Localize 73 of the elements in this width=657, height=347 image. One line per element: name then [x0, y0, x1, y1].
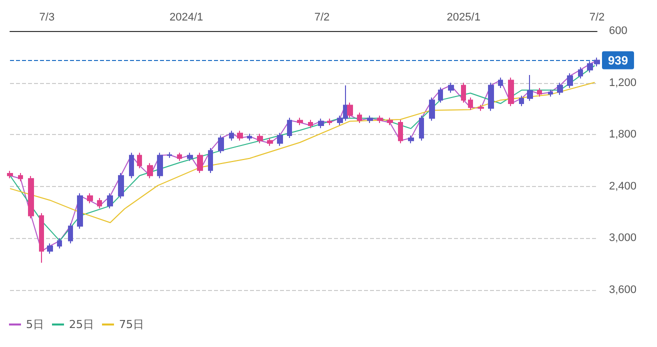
candlestick — [287, 117, 292, 139]
candlestick — [468, 96, 473, 110]
y-tick-label: 600 — [609, 25, 628, 37]
y-tick-label: 1,200 — [609, 76, 637, 89]
candlestick — [478, 104, 484, 112]
legend-label: 75日 — [118, 318, 144, 331]
ref-line-label: 939 — [608, 53, 628, 68]
x-tick-label: 2025/1 — [446, 12, 480, 24]
candlestick — [367, 115, 373, 124]
candlestick — [208, 147, 213, 174]
candlestick — [448, 82, 454, 94]
candlestick — [118, 172, 124, 199]
candlestick — [548, 89, 553, 98]
candlestick — [537, 87, 542, 98]
candlestick — [318, 118, 324, 129]
candlestick — [87, 192, 93, 204]
candlestick — [147, 162, 153, 179]
y-tick-label: 3,000 — [609, 232, 637, 244]
candlestick — [39, 212, 44, 264]
candlestick — [68, 223, 73, 244]
y-tick-label: 2,400 — [609, 180, 637, 192]
candlestick — [77, 192, 83, 230]
candlestick — [557, 82, 563, 96]
candlestick — [398, 119, 403, 144]
candlestick — [107, 192, 113, 209]
candlestick — [18, 172, 23, 182]
candlestick — [47, 242, 53, 254]
candlestick — [327, 118, 332, 126]
candlestick — [438, 87, 443, 104]
x-tick-label: 7/2 — [589, 12, 605, 24]
legend-label: 25日 — [69, 318, 94, 331]
candlestick — [237, 130, 243, 142]
candlestick — [508, 77, 514, 107]
candlestick — [297, 117, 303, 126]
candlestick — [57, 238, 62, 250]
candlestick — [519, 95, 524, 107]
candlestick — [488, 82, 494, 112]
candlestick — [578, 66, 583, 79]
candlestick — [357, 112, 362, 124]
line-series — [10, 82, 596, 224]
candlestick — [498, 77, 503, 88]
x-tick-label: 7/2 — [314, 12, 330, 24]
x-tick-label: 7/3 — [39, 12, 55, 24]
candlestick — [129, 152, 134, 179]
legend-label: 5日 — [26, 318, 44, 331]
candlestick — [197, 152, 203, 174]
y-tick-label: 3,600 — [609, 284, 637, 296]
candlestick — [218, 134, 224, 154]
candlestick — [419, 115, 424, 142]
candlestick — [28, 176, 34, 219]
candlestick — [567, 72, 573, 88]
candlestick — [167, 152, 172, 158]
candlestick — [187, 152, 193, 162]
candlestick — [308, 119, 313, 129]
candlestick — [229, 130, 234, 142]
candlestick — [247, 133, 252, 142]
candlestick — [257, 133, 263, 144]
candlestick — [7, 170, 13, 179]
candlestick — [97, 198, 102, 209]
candlestick — [387, 117, 393, 126]
candlestick — [137, 152, 142, 169]
candlestick — [347, 102, 353, 118]
candlestick — [461, 82, 466, 104]
candlestick — [377, 115, 383, 124]
candlestick — [267, 138, 273, 146]
x-tick-label: 2024/1 — [170, 12, 204, 24]
candlestick — [527, 74, 533, 102]
candlestick — [157, 152, 163, 179]
y-tick-label: 1,800 — [609, 128, 637, 141]
candlestick — [408, 134, 414, 144]
candlestick — [277, 132, 283, 146]
candlestick — [177, 152, 182, 162]
candlestick — [429, 96, 435, 122]
